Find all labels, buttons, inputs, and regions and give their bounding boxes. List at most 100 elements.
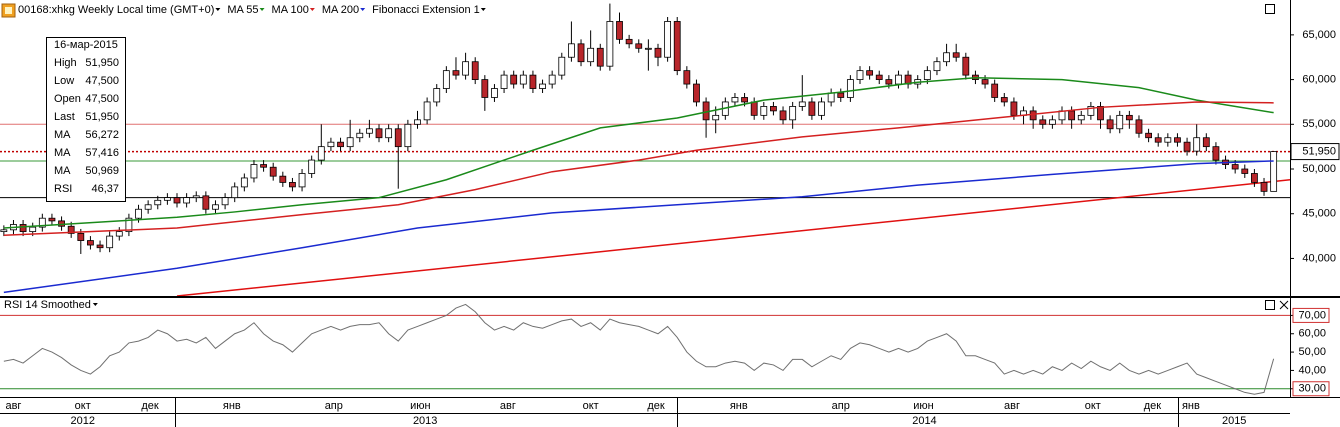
candle-body <box>885 79 893 85</box>
maximize-button[interactable] <box>1265 300 1275 310</box>
x-tick-label: янв <box>223 400 241 412</box>
candle-body <box>635 43 643 49</box>
candle-body <box>510 74 518 85</box>
candle-body <box>1097 106 1104 121</box>
y-tick-label: 70,00 <box>1298 309 1326 321</box>
year-label: 2014 <box>912 415 936 427</box>
candle-body <box>548 74 556 85</box>
x-tick-label: дек <box>647 400 665 412</box>
info-box-frame <box>46 37 126 202</box>
close-button[interactable] <box>1279 300 1289 310</box>
info-value: 51,950 <box>85 111 119 123</box>
last-price-label: 51,950 <box>1302 145 1336 157</box>
candle-body <box>327 141 335 148</box>
candle-body <box>1241 168 1249 174</box>
candle-body <box>577 43 585 63</box>
info-value: 47,500 <box>85 75 119 87</box>
candle-body <box>87 240 94 246</box>
candle-body <box>115 231 123 237</box>
candle-body <box>212 204 219 210</box>
candle-body <box>500 74 508 89</box>
info-label: High <box>54 57 77 69</box>
candle-body <box>1270 151 1278 192</box>
candle-body <box>356 132 364 139</box>
year-label: 2012 <box>70 415 94 427</box>
candle-body <box>664 21 672 58</box>
candle-body <box>991 83 999 98</box>
candle-body <box>923 70 931 80</box>
y-tick-label: 60,00 <box>1298 328 1326 340</box>
candle-body <box>1174 137 1181 143</box>
header: 00168:xhkg Weekly Local time (GMT+0) MA 5… <box>18 4 486 16</box>
candle-body <box>1145 132 1152 139</box>
moving-average <box>3 160 1274 294</box>
price-panel: 40,000 45,000 50,000 55,000 60,000 65,000 51,9… <box>0 3 1340 297</box>
candle-body <box>375 128 383 139</box>
rsi-title: RSI 14 Smoothed <box>4 299 91 311</box>
candle-body <box>952 52 960 58</box>
candle-body <box>654 47 662 58</box>
x-tick-label: дек <box>141 400 159 412</box>
candle-body <box>789 106 797 121</box>
info-value: 56,272 <box>85 129 119 141</box>
candle-body <box>404 123 412 148</box>
info-label: Last <box>54 111 75 123</box>
candle-body <box>770 106 777 112</box>
x-tick-label: авг <box>1004 400 1020 412</box>
candle-body <box>895 74 902 85</box>
candle-body <box>462 61 469 76</box>
x-tick-label: июн <box>410 400 430 412</box>
candle-body <box>452 70 460 76</box>
info-value: 47,500 <box>85 93 119 105</box>
candle-body <box>1029 110 1037 121</box>
maximize-button[interactable] <box>1265 4 1275 14</box>
x-tick-label: дек <box>1144 400 1162 412</box>
legend-entry: Fibonacci Extension 1 <box>372 4 480 16</box>
candle-body <box>442 70 450 89</box>
candle-body <box>539 83 546 89</box>
candle-body <box>346 137 354 148</box>
candle-body <box>385 128 393 139</box>
candle-body <box>491 88 498 98</box>
candle-body <box>38 217 46 228</box>
candle-body <box>77 233 85 241</box>
legend-entry: 00168:xhkg Weekly Local time (GMT+0) <box>18 4 214 16</box>
dropdown-arrow <box>215 8 221 11</box>
candle-body <box>683 70 691 85</box>
y-tick-label: 55,000 <box>1302 118 1336 130</box>
year-label: 2015 <box>1222 415 1246 427</box>
x-tick-label: окт <box>75 400 91 412</box>
year-label: 2013 <box>413 415 437 427</box>
info-label: MA <box>54 147 71 159</box>
moving-average <box>3 77 1274 229</box>
y-tick-label: 40,00 <box>1298 364 1326 376</box>
candle-body <box>29 226 37 233</box>
candle-body <box>818 101 825 116</box>
dropdown-arrow <box>92 303 98 306</box>
candle-body <box>519 74 527 85</box>
x-tick-label: янв <box>730 400 748 412</box>
candle-body <box>1135 119 1143 134</box>
symbol-icon-inner <box>5 7 12 14</box>
candle-body <box>0 229 8 233</box>
candle-body <box>1212 146 1220 161</box>
y-tick-label: 60,000 <box>1302 73 1336 85</box>
candle-body <box>1183 141 1191 152</box>
candle-body <box>1039 119 1047 125</box>
candle-body <box>279 175 287 183</box>
candle-body <box>1087 106 1095 116</box>
level-box <box>1292 381 1330 397</box>
candle-body <box>96 244 104 249</box>
info-value: 46,37 <box>91 183 119 195</box>
candle-body <box>67 225 75 234</box>
candle-body <box>163 197 171 201</box>
candle-body <box>798 101 806 107</box>
y-tick-label: 30,00 <box>1298 383 1326 395</box>
candle-body <box>962 56 970 76</box>
dropdown-arrow <box>360 8 366 11</box>
info-label: Low <box>54 75 74 87</box>
candle-body <box>1116 114 1124 130</box>
x-tick-label: апр <box>832 400 850 412</box>
candle-body <box>1077 114 1085 121</box>
candle-body <box>471 61 479 80</box>
